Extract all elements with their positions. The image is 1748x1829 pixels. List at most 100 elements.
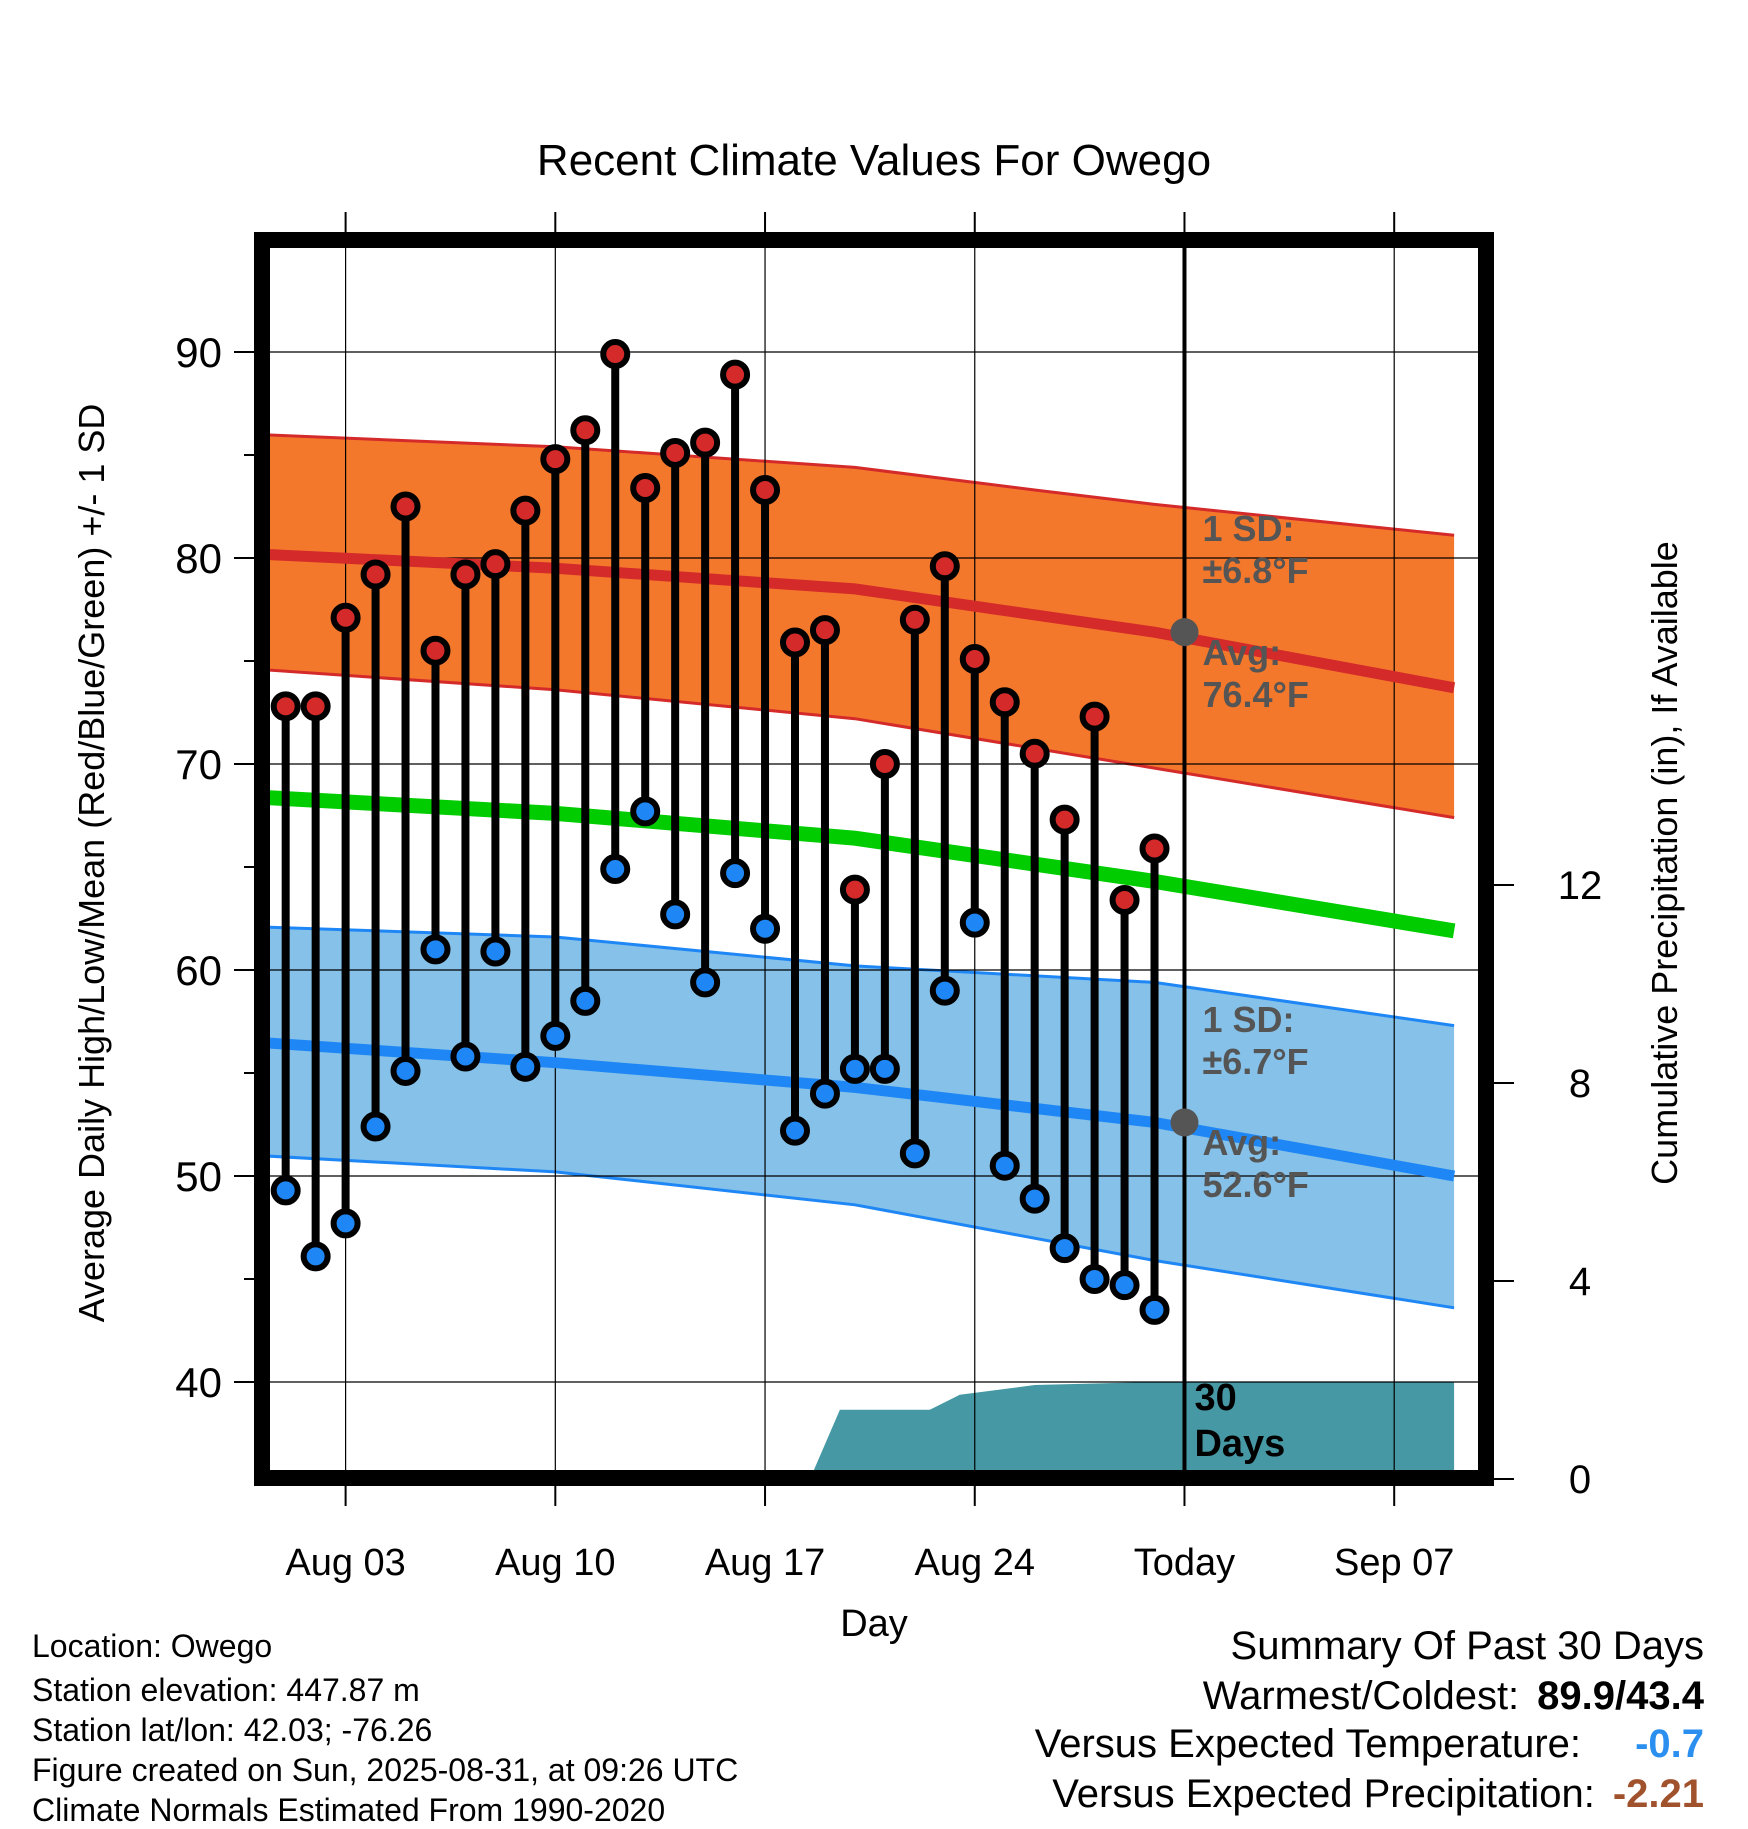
daily-high-point	[270, 691, 301, 722]
daily-high-point	[450, 559, 481, 590]
daily-high-point	[899, 604, 930, 635]
precip-label-days: Days	[1194, 1423, 1285, 1465]
daily-low-point	[1139, 1294, 1170, 1325]
daily-low-point	[1109, 1270, 1140, 1301]
daily-low-point	[899, 1138, 930, 1169]
daily-high-point	[360, 559, 391, 590]
station-location: Location: Owego	[32, 1628, 273, 1664]
daily-low-point	[510, 1051, 541, 1082]
daily-high-point	[690, 427, 721, 458]
daily-high-point	[510, 495, 541, 526]
daily-high-point	[989, 687, 1020, 718]
y-axis-label: Average Daily High/Low/Mean (Red/Blue/Gr…	[71, 404, 112, 1323]
daily-low-point	[630, 796, 661, 827]
x-axis: Aug 03 Aug 10 Aug 17 Aug 24 Today Sep 07	[285, 212, 1454, 1584]
low-sd-value: ±6.7°F	[1202, 1041, 1308, 1082]
high-sd-lower-line	[270, 668, 1455, 820]
x-tick-label: Sep 07	[1334, 1542, 1454, 1584]
low-sd-label: 1 SD:	[1202, 999, 1294, 1040]
daily-high-point	[480, 549, 511, 580]
x-tick-label: Aug 24	[915, 1542, 1035, 1584]
summary-title: Summary Of Past 30 Days	[1230, 1624, 1704, 1668]
precip-label: Versus Expected Precipitation:	[1052, 1772, 1595, 1816]
y2-tick-label: 4	[1569, 1260, 1591, 1304]
daily-high-point	[750, 475, 781, 506]
y-tick-label: 70	[175, 741, 222, 788]
high-sd-upper-line	[270, 433, 1455, 537]
daily-high-point	[600, 339, 631, 370]
precip-area	[813, 1382, 1455, 1470]
summary-warm-cold: Warmest/Coldest: 89.9/43.4	[1203, 1674, 1704, 1719]
daily-high-point	[300, 691, 331, 722]
daily-bars	[270, 339, 1170, 1325]
summary-temperature: Versus Expected Temperature: -0.7	[1035, 1722, 1704, 1767]
daily-high-point	[630, 472, 661, 503]
grid	[270, 248, 1478, 1470]
daily-high-point	[1049, 804, 1080, 835]
y-tick-label: 80	[175, 535, 222, 582]
daily-high-point	[780, 627, 810, 658]
x-tick-label: Aug 03	[285, 1542, 405, 1584]
daily-low-point	[570, 985, 601, 1016]
x-tick-label: Today	[1134, 1542, 1235, 1584]
daily-high-point	[1019, 738, 1050, 769]
daily-low-point	[959, 907, 990, 938]
low-avg-value: 52.6°F	[1202, 1164, 1308, 1205]
high-sd-band	[270, 434, 1455, 818]
y-tick-label: 90	[175, 329, 222, 376]
y-tick-label: 40	[175, 1359, 222, 1406]
low-avg-label: Avg:	[1202, 1122, 1281, 1163]
daily-high-point	[390, 491, 421, 522]
daily-high-point	[720, 359, 751, 390]
x-tick-label: Aug 17	[705, 1542, 825, 1584]
high-avg-value: 76.4°F	[1202, 674, 1308, 715]
daily-low-point	[330, 1208, 361, 1239]
warm-cold-label: Warmest/Coldest:	[1202, 1674, 1520, 1718]
daily-low-point	[300, 1241, 331, 1272]
mean-normal-line	[270, 790, 1456, 939]
daily-low-point	[540, 1020, 571, 1051]
y-axis: 40 50 60 70 80 90	[175, 329, 254, 1406]
daily-low-point	[360, 1111, 391, 1142]
low-sd-lower-line	[270, 1154, 1455, 1310]
y2-axis: 0 4 8 12	[1494, 864, 1602, 1502]
precip-label-30: 30	[1194, 1377, 1236, 1419]
daily-low-point	[480, 936, 511, 967]
daily-high-point	[929, 551, 960, 582]
daily-low-point	[420, 934, 451, 965]
daily-low-point	[390, 1055, 421, 1086]
daily-low-point	[690, 967, 721, 998]
high-sd-value: ±6.8°F	[1202, 550, 1308, 591]
daily-high-point	[869, 749, 900, 779]
daily-low-point	[600, 854, 631, 885]
daily-low-point	[839, 1053, 870, 1084]
chart-title: Recent Climate Values For Owego	[537, 136, 1211, 185]
daily-low-point	[809, 1078, 840, 1109]
station-latlon: Station lat/lon: 42.03; -76.26	[32, 1712, 433, 1748]
daily-high-point	[540, 444, 571, 475]
daily-high-point	[420, 635, 451, 666]
daily-low-point	[660, 899, 691, 930]
daily-low-point	[869, 1053, 900, 1084]
figure-created: Figure created on Sun, 2025-08-31, at 09…	[32, 1752, 739, 1788]
daily-high-point	[839, 874, 870, 905]
daily-high-point	[1109, 884, 1140, 915]
daily-low-point	[780, 1115, 810, 1146]
daily-high-point	[570, 415, 601, 446]
daily-high-point	[1139, 833, 1170, 864]
y-tick-label: 50	[175, 1153, 222, 1200]
daily-low-point	[750, 913, 781, 944]
daily-high-point	[809, 615, 840, 646]
summary-precipitation: Versus Expected Precipitation: -2.21	[1052, 1772, 1704, 1817]
temp-value: -0.7	[1635, 1722, 1704, 1766]
warm-cold-value: 89.9/43.4	[1537, 1674, 1704, 1718]
daily-low-point	[1049, 1233, 1080, 1264]
daily-high-point	[1079, 701, 1110, 732]
daily-high-point	[330, 602, 361, 633]
high-avg-label: Avg:	[1202, 632, 1281, 673]
daily-low-point	[270, 1175, 301, 1206]
today-high-avg-marker	[1170, 618, 1199, 647]
climate-normals-note: Climate Normals Estimated From 1990-2020	[32, 1792, 666, 1828]
